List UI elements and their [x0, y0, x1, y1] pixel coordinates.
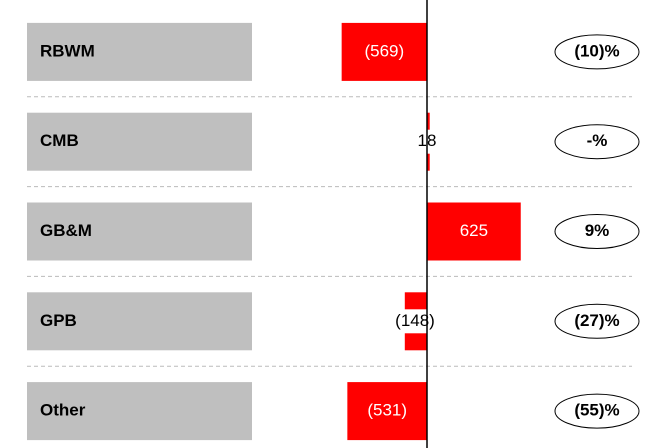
category-box — [27, 292, 252, 351]
label-bg — [389, 309, 441, 334]
percent-label: (27)% — [574, 311, 619, 330]
percent-label: (55)% — [574, 401, 619, 420]
category-box — [27, 112, 252, 171]
percent-label: 9% — [585, 221, 610, 240]
percent-label: -% — [587, 131, 608, 150]
category-label: GPB — [40, 311, 77, 330]
value-label: (148) — [395, 311, 435, 330]
percent-oval — [554, 393, 640, 429]
percent-oval — [554, 303, 640, 339]
value-label: 625 — [460, 221, 488, 240]
category-label: RBWM — [40, 41, 95, 60]
percent-oval — [554, 124, 640, 160]
category-box — [27, 202, 252, 261]
percent-oval — [554, 34, 640, 70]
bar — [341, 22, 427, 81]
category-box — [27, 382, 252, 441]
percent-oval — [554, 214, 640, 249]
percent-label: (10)% — [574, 41, 619, 60]
bar — [427, 202, 521, 261]
category-box — [27, 22, 252, 81]
value-label: (531) — [367, 401, 407, 420]
category-label: GB&M — [40, 221, 92, 240]
category-label: CMB — [40, 131, 79, 150]
bar — [347, 382, 427, 441]
category-label: Other — [40, 401, 86, 420]
value-label: (569) — [364, 41, 404, 60]
